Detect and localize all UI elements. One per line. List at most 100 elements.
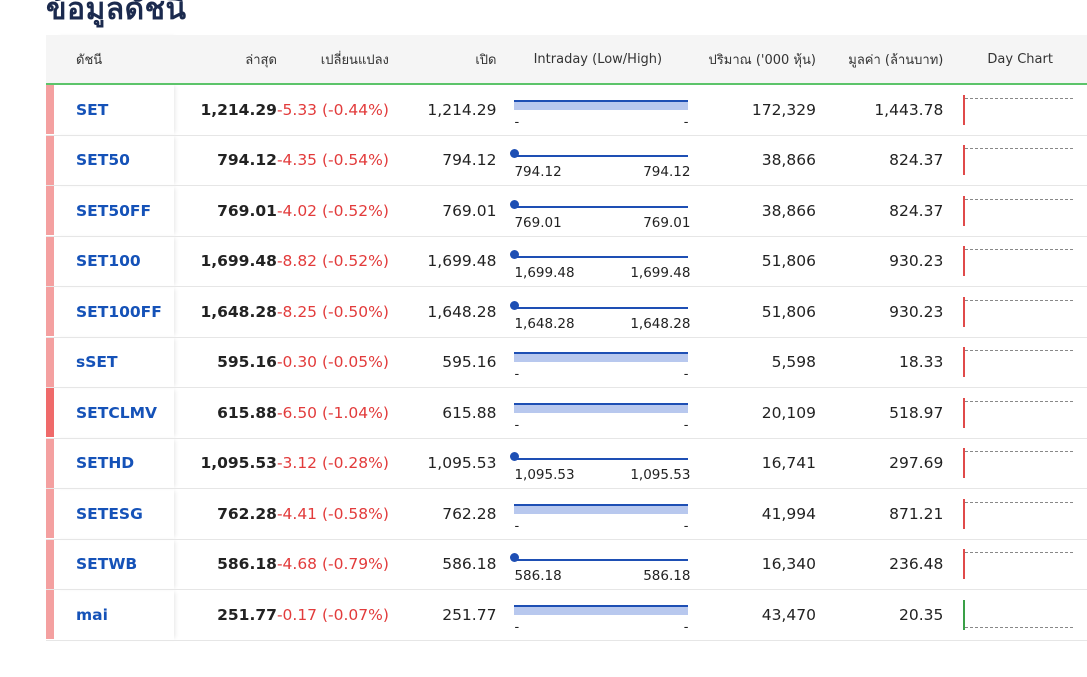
day-chart[interactable] xyxy=(953,337,1087,388)
col-header-index[interactable]: ดัชนี xyxy=(54,35,174,85)
volume: 20,109 xyxy=(697,387,826,439)
intraday-cell: 1,699.48 1,699.48 xyxy=(498,236,698,287)
last-price: 1,699.48 xyxy=(173,236,277,287)
day-chart[interactable] xyxy=(953,539,1087,590)
row-indicator xyxy=(46,387,54,439)
col-header-last[interactable]: ล่าสุด xyxy=(173,35,277,85)
volume: 5,598 xyxy=(697,337,826,388)
index-name-link[interactable]: sSET xyxy=(54,337,174,388)
index-name-link[interactable]: SET50 xyxy=(54,135,174,186)
intraday-low: 769.01 xyxy=(514,214,562,231)
table-row[interactable]: SET 1,214.29 -5.33 (-0.44%) 1,214.29 - -… xyxy=(46,84,1087,136)
last-price: 762.28 xyxy=(173,488,277,540)
value: 18.33 xyxy=(825,337,954,388)
price-change: -5.33 (-0.44%) xyxy=(276,84,411,136)
day-chart-baseline xyxy=(965,451,1074,453)
table-row[interactable]: SETHD 1,095.53 -3.12 (-0.28%) 1,095.53 1… xyxy=(46,438,1087,489)
intraday-cell: - - xyxy=(498,387,698,439)
day-chart[interactable] xyxy=(953,589,1087,641)
day-chart-baseline xyxy=(965,350,1074,352)
open-price: 595.16 xyxy=(410,337,499,388)
table-row[interactable]: SETESG 762.28 -4.41 (-0.58%) 762.28 - - … xyxy=(46,488,1087,540)
day-chart-bar xyxy=(963,296,965,327)
day-chart-baseline xyxy=(965,552,1074,554)
index-name-link[interactable]: SETHD xyxy=(54,438,174,489)
intraday-high: - xyxy=(683,619,689,635)
price-change: -4.41 (-0.58%) xyxy=(276,488,411,540)
open-price: 794.12 xyxy=(410,135,499,186)
value: 236.48 xyxy=(825,539,954,590)
day-chart[interactable] xyxy=(953,185,1087,237)
row-indicator xyxy=(46,185,54,237)
row-indicator-bar xyxy=(46,287,54,337)
index-name-link[interactable]: SET100FF xyxy=(54,286,174,338)
col-header-volume[interactable]: ปริมาณ ('000 หุ้น) xyxy=(697,35,826,85)
index-name-link[interactable]: SET50FF xyxy=(54,185,174,237)
day-chart[interactable] xyxy=(953,438,1087,489)
index-name-link[interactable]: mai xyxy=(54,589,174,641)
intraday-range: 1,699.48 1,699.48 xyxy=(510,241,690,281)
table-row[interactable]: SETCLMV 615.88 -6.50 (-1.04%) 615.88 - -… xyxy=(46,387,1087,439)
intraday-low: - xyxy=(514,417,520,433)
intraday-low: - xyxy=(514,114,520,130)
intraday-range: 1,095.53 1,095.53 xyxy=(510,443,690,484)
intraday-marker xyxy=(510,553,520,563)
price-change: -8.82 (-0.52%) xyxy=(276,236,411,287)
day-chart-sparkline xyxy=(963,446,1074,480)
col-header-value[interactable]: มูลค่า (ล้านบาท) xyxy=(825,35,954,85)
col-header-change[interactable]: เปลี่ยนแปลง xyxy=(276,35,411,85)
row-indicator-bar xyxy=(46,590,54,640)
day-chart-bar xyxy=(963,246,965,277)
row-indicator-bar xyxy=(46,135,54,185)
price-change: -4.68 (-0.79%) xyxy=(276,539,411,590)
day-chart[interactable] xyxy=(953,286,1087,338)
table-row[interactable]: SET100 1,699.48 -8.82 (-0.52%) 1,699.48 … xyxy=(46,236,1087,287)
intraday-range-line xyxy=(514,205,689,208)
table-header: ดัชนี ล่าสุด เปลี่ยนแปลง เปิด Intraday (… xyxy=(46,35,1087,85)
table-row[interactable]: SETWB 586.18 -4.68 (-0.79%) 586.18 586.1… xyxy=(46,539,1087,590)
value: 930.23 xyxy=(825,236,954,287)
table-row[interactable]: SET50 794.12 -4.35 (-0.54%) 794.12 794.1… xyxy=(46,135,1087,186)
intraday-range-band xyxy=(514,99,689,110)
intraday-marker xyxy=(510,452,520,462)
day-chart[interactable] xyxy=(953,488,1087,540)
day-chart-bar xyxy=(963,498,965,529)
index-name-link[interactable]: SET xyxy=(54,84,174,136)
index-name-link[interactable]: SETCLMV xyxy=(54,387,174,439)
open-price: 615.88 xyxy=(410,387,499,439)
table-row[interactable]: mai 251.77 -0.17 (-0.07%) 251.77 - - 43,… xyxy=(46,589,1087,641)
last-price: 1,214.29 xyxy=(173,84,277,136)
table-row[interactable]: SET100FF 1,648.28 -8.25 (-0.50%) 1,648.2… xyxy=(46,286,1087,338)
day-chart[interactable] xyxy=(953,387,1087,439)
intraday-range: 586.18 586.18 xyxy=(510,544,691,585)
index-name-link[interactable]: SETWB xyxy=(54,539,174,590)
row-indicator xyxy=(46,488,54,540)
col-header-open[interactable]: เปิด xyxy=(410,35,499,85)
intraday-range-band xyxy=(514,604,689,615)
intraday-high: 586.18 xyxy=(643,568,691,585)
table-row[interactable]: sSET 595.16 -0.30 (-0.05%) 595.16 - - 5,… xyxy=(46,337,1087,388)
intraday-low: - xyxy=(514,367,520,383)
row-indicator-bar xyxy=(46,388,54,438)
day-chart[interactable] xyxy=(953,135,1087,186)
day-chart-baseline xyxy=(965,626,1074,628)
intraday-cell: 794.12 794.12 xyxy=(498,135,698,186)
last-price: 769.01 xyxy=(173,185,277,237)
volume: 16,340 xyxy=(697,539,826,590)
day-chart-baseline xyxy=(965,501,1074,503)
col-header-intraday[interactable]: Intraday (Low/High) xyxy=(498,35,698,85)
index-name-link[interactable]: SETESG xyxy=(54,488,174,540)
open-price: 769.01 xyxy=(410,185,499,237)
last-price: 615.88 xyxy=(173,387,277,439)
table-row[interactable]: SET50FF 769.01 -4.02 (-0.52%) 769.01 769… xyxy=(46,185,1087,237)
intraday-cell: 586.18 586.18 xyxy=(498,539,698,590)
index-name-link[interactable]: SET100 xyxy=(54,236,174,287)
intraday-range-band xyxy=(514,352,689,363)
volume: 16,741 xyxy=(697,438,826,489)
day-chart-baseline xyxy=(965,97,1074,99)
day-chart[interactable] xyxy=(953,84,1087,136)
value: 297.69 xyxy=(825,438,954,489)
day-chart[interactable] xyxy=(953,236,1087,287)
intraday-low: 1,095.53 xyxy=(514,467,575,484)
day-chart-baseline xyxy=(965,400,1074,402)
